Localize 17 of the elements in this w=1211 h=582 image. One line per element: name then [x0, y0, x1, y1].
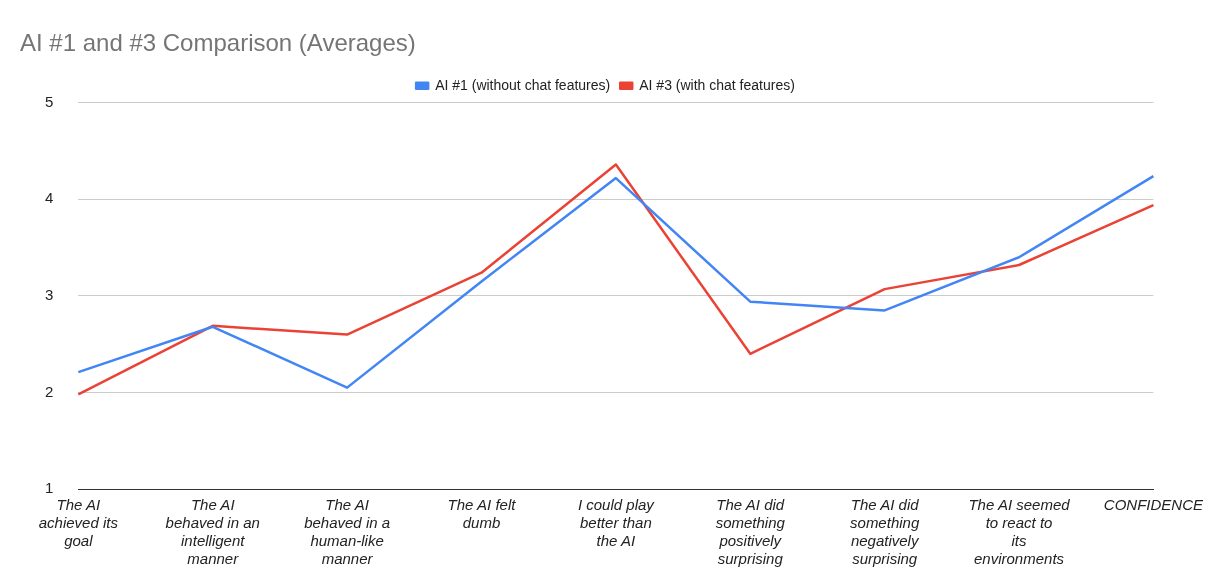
- y-tick-label: 1: [45, 479, 54, 497]
- x-tick-label: I could play better than the AI: [577, 496, 656, 550]
- y-tick-label: 2: [45, 382, 54, 400]
- y-tick-label: 3: [45, 286, 54, 304]
- x-tick-label: The AI seemed to react to its environments: [968, 496, 1071, 568]
- x-tick-label: The AI achieved its goal: [38, 496, 119, 550]
- x-tick-label: The AI did something positively surprising: [715, 496, 786, 568]
- x-tick-label: The AI did something negatively surprising: [850, 496, 920, 568]
- legend-label: AI #1 (without chat features): [435, 76, 611, 93]
- y-tick-label: 4: [45, 189, 54, 207]
- x-tick-label: The AI felt dumb: [447, 496, 517, 532]
- x-tick-label: The AI behaved in a human-like manner: [304, 496, 391, 568]
- legend-label: AI #3 (with chat features): [639, 76, 795, 93]
- x-tick-label: CONFIDENCE: [1103, 496, 1204, 514]
- x-tick-label: The AI behaved in an intelligent manner: [165, 496, 260, 568]
- y-tick-label: 5: [45, 92, 54, 110]
- chart-title: AI #1 and #3 Comparison (Averages): [20, 29, 416, 57]
